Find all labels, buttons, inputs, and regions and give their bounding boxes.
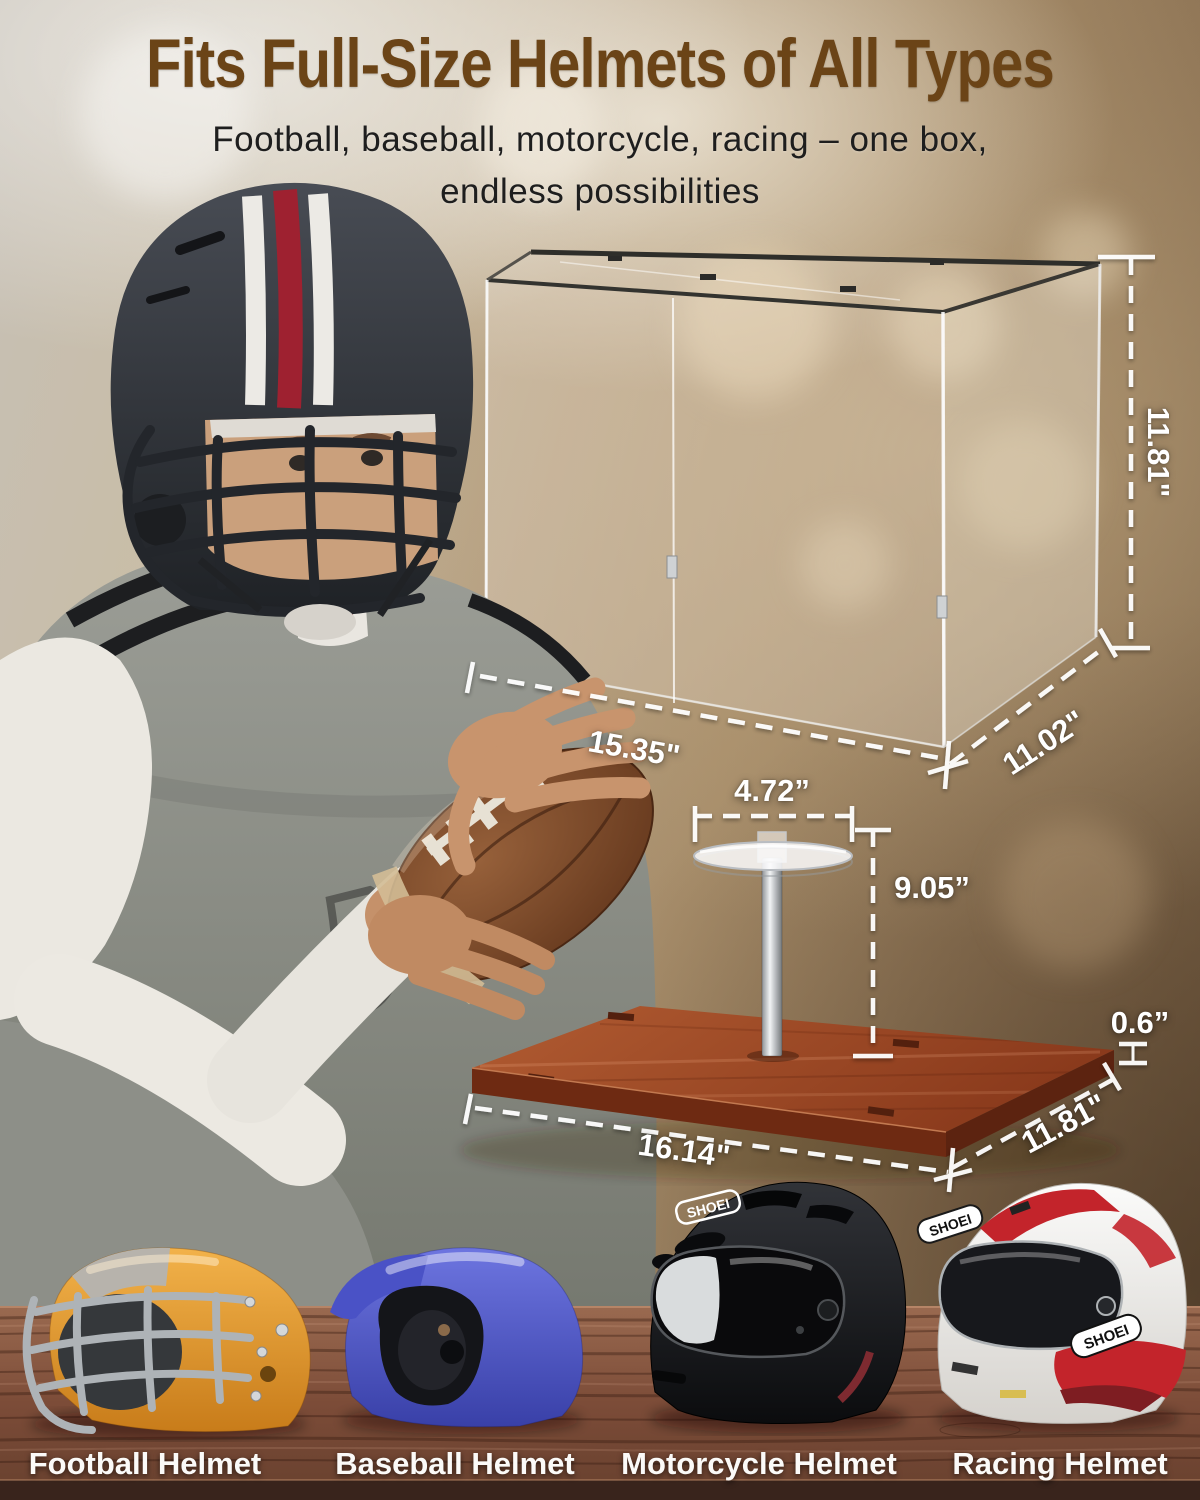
football-helmet-illustration: [22, 1247, 311, 1434]
caption-baseball-helmet: Baseball Helmet: [335, 1446, 575, 1481]
helmet-stripe-white: [308, 193, 334, 406]
football-helmet-ear-hole: [260, 1366, 276, 1382]
football-helmet-facemask: [22, 1286, 254, 1434]
dim-label-disc-diameter: 4.72”: [734, 773, 810, 808]
acrylic-display-case: [484, 249, 1102, 749]
chin-cup: [284, 604, 356, 640]
racing-helmet-red-stripe: [1112, 1214, 1176, 1268]
base-front-edge: [472, 1068, 946, 1157]
helmet-stripe-white: [242, 195, 266, 406]
baseball-helmet-ear-hole: [440, 1340, 464, 1364]
baseball-helmet-highlight: [385, 1252, 525, 1275]
helmet-top-vent: [806, 1204, 854, 1224]
bokeh-blob: [960, 420, 1090, 550]
motorcycle-helmet-illustration: SHOEI: [650, 1181, 907, 1424]
dim-label-pole-height: 9.05”: [894, 870, 970, 905]
neck-roll: [837, 1350, 874, 1403]
racing-helmet-visor: [938, 1240, 1124, 1351]
case-right-face: [942, 263, 1101, 748]
dimension-ticks: [462, 254, 1155, 1193]
dim-line-case-depth: [948, 644, 1108, 766]
visor-reflection: [959, 1252, 1081, 1265]
visor-inner-shield: [655, 1256, 720, 1344]
caption-football-helmet: Football Helmet: [28, 1446, 262, 1481]
visor-reflection: [729, 1257, 814, 1271]
dim-line-case-width: [479, 673, 941, 761]
chin-strap: [377, 538, 433, 617]
shoulder-stripe: [467, 593, 591, 685]
baseball-helmet-illustration: [330, 1247, 584, 1428]
player-lower-body: [0, 1020, 382, 1306]
case-top-right-edge: [942, 262, 1101, 314]
case-back-right-edge: [1094, 263, 1102, 638]
case-front-right-edge: [941, 311, 946, 748]
base-right-edge: [946, 1050, 1114, 1157]
bokeh-blob: [1000, 820, 1150, 970]
dim-label-case-height: 11.81": [1141, 406, 1176, 498]
helmet-vent: [175, 231, 225, 255]
racing-helmet-illustration: SHOEI SHOEI: [916, 1182, 1187, 1424]
dim-label-base-thickness: 0.6”: [1110, 1005, 1170, 1040]
wood-base-top: [472, 1006, 1114, 1132]
football-player-illustration: [0, 182, 657, 1306]
player-hands: [368, 677, 651, 1020]
visor-pivot: [1096, 1296, 1116, 1316]
dim-line-base-depth: [950, 1078, 1114, 1170]
case-top-reflection: [559, 261, 901, 301]
player-left-sleeve: [0, 637, 152, 1020]
helmet-stripe-red: [273, 189, 303, 409]
chin-strap: [197, 557, 263, 613]
visor-pivot: [817, 1299, 839, 1321]
helmet-vent: [146, 286, 190, 304]
disc-highlight: [699, 844, 847, 854]
case-bottom-right-edge: [943, 636, 1097, 748]
table-front-edge: [0, 1480, 1200, 1500]
bokeh-blob: [80, 30, 250, 200]
racing-helmet-vent: [1009, 1200, 1031, 1216]
football-helmet-rivets: [244, 1296, 289, 1402]
base-edge-highlight: [471, 1067, 947, 1133]
racing-helmet-maroon-accent: [1060, 1385, 1162, 1412]
case-clips: [608, 256, 948, 619]
caption-motorcycle-helmet: Motorcycle Helmet: [621, 1446, 897, 1481]
caption-racing-helmet: Racing Helmet: [952, 1446, 1168, 1481]
racing-helmet-red-stripe: [980, 1189, 1120, 1248]
helmet-top-vent: [742, 1190, 802, 1210]
bokeh-blob: [800, 520, 890, 610]
case-back-top-edge: [530, 249, 1101, 267]
bokeh-blob: [890, 270, 1000, 380]
case-front-top-edge: [486, 278, 944, 314]
racing-helmet-sticker: [1000, 1390, 1026, 1398]
page-title: Fits Full-Size Helmets of All Types: [146, 25, 1055, 102]
subtitle-line1: Football, baseball, motorcycle, racing –…: [212, 120, 988, 159]
helmet-brow-pad: [210, 414, 436, 438]
case-top-left-edge: [486, 250, 532, 282]
player-eye: [361, 450, 383, 466]
racing-helmet-chin-vent: [951, 1361, 979, 1376]
bokeh-blob: [480, 60, 600, 200]
subtitle-line2: endless possibilities: [440, 172, 760, 211]
dimension-dashed-lines: [474, 258, 1134, 1175]
chin-vent: [651, 1370, 687, 1384]
dimension-lines: [462, 254, 1155, 1193]
case-panel-seam: [672, 297, 675, 704]
dim-line-base-width: [474, 1105, 949, 1175]
stand-pole: [761, 857, 783, 1057]
baseball-helmet-brim: [330, 1254, 428, 1320]
